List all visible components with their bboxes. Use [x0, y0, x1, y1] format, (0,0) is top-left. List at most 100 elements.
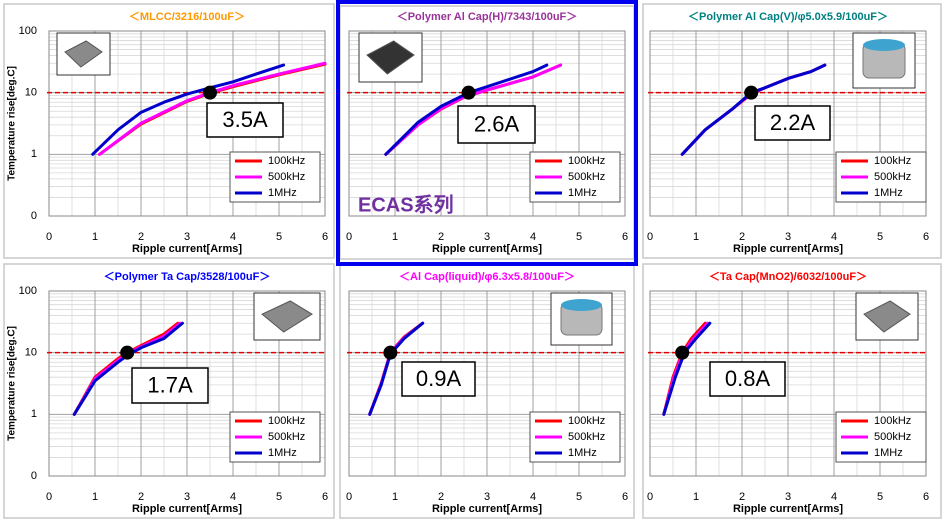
legend-label: 1MHz — [268, 447, 297, 459]
x-tick-label: 6 — [923, 491, 929, 503]
x-tick-label: 0 — [647, 231, 653, 243]
annotation-box — [401, 361, 476, 397]
x-tick-label: 2 — [438, 231, 444, 243]
x-tick-label: 1 — [392, 231, 398, 243]
x-tick-label: 6 — [622, 231, 628, 243]
x-tick-label: 0 — [647, 491, 653, 503]
x-axis-label: Ripple current[Arms] — [733, 243, 843, 255]
y-tick-label: 1 — [31, 148, 37, 160]
y-axis-label: Temperature rise[deg.C] — [7, 66, 18, 181]
operating-point — [675, 345, 690, 360]
plot-frame — [348, 290, 626, 477]
annotation: 2.6A — [474, 111, 520, 136]
x-axis-label: Ripple current[Arms] — [733, 503, 843, 515]
y-tick-label: 10 — [25, 347, 37, 359]
x-tick-label: 1 — [693, 231, 699, 243]
series-line — [91, 63, 286, 156]
x-tick-label: 5 — [877, 231, 883, 243]
legend-label: 100kHz — [268, 155, 305, 167]
annotation: 2.2A — [770, 110, 816, 135]
legend-label: 100kHz — [874, 415, 911, 427]
plot-frame — [649, 30, 927, 217]
x-tick-label: 5 — [877, 491, 883, 503]
annotation: 3.5A — [222, 107, 268, 132]
legend-label: 500kHz — [874, 431, 911, 443]
y-tick-label: 0 — [31, 470, 37, 482]
chart-title: ＜Polymer Al Cap(H)/7343/100uF＞ — [397, 11, 578, 23]
highlight-frame — [336, 0, 638, 266]
component-icon — [64, 40, 103, 68]
component-icon — [261, 300, 313, 333]
annotation: 1.7A — [147, 372, 193, 397]
x-tick-label: 0 — [346, 231, 352, 243]
y-axis-label: Temperature rise[deg.C] — [7, 326, 18, 441]
legend-label: 100kHz — [568, 155, 605, 167]
x-tick-label: 1 — [392, 491, 398, 503]
component-icon — [863, 300, 911, 333]
legend-label: 100kHz — [268, 415, 305, 427]
annotation-box — [131, 367, 209, 404]
x-tick-label: 4 — [831, 231, 837, 243]
operating-point — [120, 345, 135, 360]
annotation-box — [457, 105, 536, 144]
x-tick-label: 5 — [576, 491, 582, 503]
plot-frame — [348, 30, 626, 217]
chart-title: ＜Polymer Ta Cap/3528/100uF＞ — [104, 271, 271, 283]
annotation-box — [709, 361, 786, 397]
legend-label: 500kHz — [568, 431, 605, 443]
x-tick-label: 0 — [346, 491, 352, 503]
x-tick-label: 2 — [138, 491, 144, 503]
x-tick-label: 6 — [322, 231, 328, 243]
legend-label: 500kHz — [268, 431, 305, 443]
legend-label: 1MHz — [568, 447, 597, 459]
x-axis-label: Ripple current[Arms] — [132, 503, 242, 515]
x-tick-label: 1 — [693, 491, 699, 503]
y-tick-label: 100 — [19, 285, 37, 297]
legend-label: 500kHz — [568, 171, 605, 183]
plot-frame — [649, 290, 927, 477]
annotation: 0.9A — [416, 366, 462, 391]
x-tick-label: 6 — [622, 491, 628, 503]
chart-title: ＜Ta Cap(MnO2)/6032/100uF＞ — [709, 271, 867, 283]
x-tick-label: 3 — [785, 491, 791, 503]
x-axis-label: Ripple current[Arms] — [432, 503, 542, 515]
y-tick-label: 100 — [19, 25, 37, 37]
x-tick-label: 4 — [230, 231, 236, 243]
operating-point — [744, 85, 759, 100]
chart-title: ＜Polymer Al Cap(V)/φ5.0x5.9/100uF＞ — [688, 11, 888, 23]
legend-label: 100kHz — [568, 415, 605, 427]
x-tick-label: 3 — [484, 491, 490, 503]
annotation-box — [206, 102, 284, 138]
x-tick-label: 3 — [184, 231, 190, 243]
x-tick-label: 6 — [923, 231, 929, 243]
legend-label: 500kHz — [268, 171, 305, 183]
x-tick-label: 4 — [530, 491, 536, 503]
legend-label: 1MHz — [874, 187, 903, 199]
x-tick-label: 2 — [438, 491, 444, 503]
x-tick-label: 5 — [276, 491, 282, 503]
series-note: ECAS系列 — [358, 193, 454, 216]
x-tick-label: 6 — [322, 491, 328, 503]
x-tick-label: 3 — [785, 231, 791, 243]
legend-label: 100kHz — [874, 155, 911, 167]
legend-label: 1MHz — [268, 187, 297, 199]
x-tick-label: 1 — [92, 491, 98, 503]
x-tick-label: 5 — [576, 231, 582, 243]
x-tick-label: 2 — [739, 491, 745, 503]
component-icon — [366, 40, 415, 75]
annotation-box — [754, 105, 831, 141]
operating-point — [461, 85, 476, 100]
component-icon — [561, 299, 602, 311]
chart-title: ＜Al Cap(liquid)/φ6.3x5.8/100uF＞ — [399, 271, 575, 283]
x-tick-label: 4 — [230, 491, 236, 503]
operating-point — [383, 345, 398, 360]
y-tick-label: 1 — [31, 408, 37, 420]
x-axis-label: Ripple current[Arms] — [432, 243, 542, 255]
x-tick-label: 3 — [484, 231, 490, 243]
x-tick-label: 3 — [184, 491, 190, 503]
x-axis-label: Ripple current[Arms] — [132, 243, 242, 255]
x-tick-label: 4 — [530, 231, 536, 243]
x-tick-label: 4 — [831, 491, 837, 503]
x-tick-label: 2 — [138, 231, 144, 243]
